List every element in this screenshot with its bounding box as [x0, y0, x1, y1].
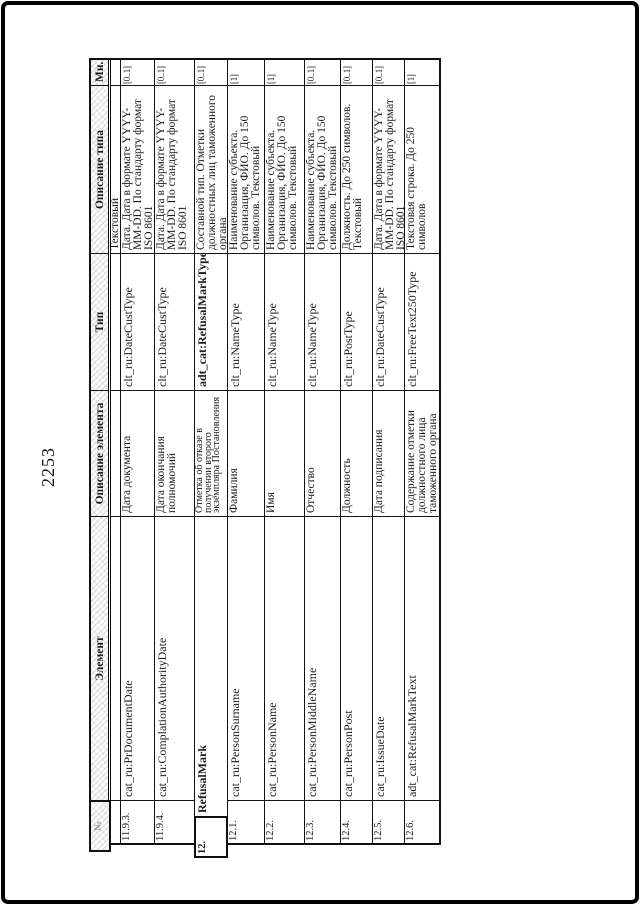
cell-num: 12.3. [305, 800, 340, 843]
cell-type: clt_ru:DateCustType [373, 253, 404, 390]
table-row: 11.9.3. cat_ru:PrDocumentDate Дата докумен… [121, 60, 155, 843]
cell-element: cat_ru:PrDocumentDate [121, 516, 154, 800]
cell-element-desc: Дата документа [121, 390, 154, 516]
cell-element-desc: Имя [265, 390, 304, 516]
cell-element: cat_ru:PersonName [265, 516, 304, 800]
cell-mult: [1] [406, 74, 416, 84]
cell-type-desc: Наименование субъекта. Организация, ФИО.… [305, 85, 340, 253]
cell-num-outdent: 12. [194, 816, 228, 858]
cell-type: clt_ru:NameType [305, 253, 340, 390]
cell-element-desc: Отчество [305, 390, 340, 516]
table-row: 12.3. cat_ru:PersonMiddleName Отчество clt_… [305, 60, 341, 843]
cell-element: cat_ru:PersonSurname [228, 516, 264, 800]
cell-type-desc: Дата. Дата в формате YYYY-MM-DD. По стан… [121, 85, 154, 253]
cell-element: RefusalMark [195, 516, 227, 816]
cell-mult: [0..1] [122, 66, 132, 84]
table-row: 12.1. cat_ru:PersonSurname Фамилия clt_ru:N… [228, 60, 265, 843]
header-element: Элемент [91, 516, 108, 800]
table-row: 11.9.4. cat_ru:ComplationAuthorityDate Дат… [155, 60, 195, 843]
cell-mult: [1] [229, 74, 239, 84]
cell-element-desc: Дата окончания полномочий [155, 390, 194, 516]
schema-table: № Элемент Описание элемента Тип Описание… [89, 58, 441, 858]
cell-num: 12.2. [265, 800, 304, 843]
cell-element: adt_cat:RefusalMarkText [405, 516, 441, 800]
table-row: 12.5. cat_ru:IssueDate Дата подписания clt_… [373, 60, 405, 843]
cell-mult: [0..1] [156, 66, 166, 84]
cell-type: clt_ru:NameType [265, 253, 304, 390]
table-row: 12.6. adt_cat:RefusalMarkText Содержание о… [405, 60, 441, 843]
cell-mult: [1] [266, 74, 276, 84]
cell-element-desc: Фамилия [228, 390, 264, 516]
cell-num [111, 800, 120, 843]
cell-mult: [0..1] [342, 66, 352, 84]
cell-element: cat_ru:ComplationAuthorityDate [155, 516, 194, 800]
header-type-desc: Описание типа [91, 85, 108, 253]
cell-type-desc: Наименование субъекта. Организация, ФИО.… [265, 85, 304, 253]
cell-type: clt_ru:FreeText250Type [405, 253, 441, 390]
cell-num: 12.4. [341, 800, 372, 843]
cell-element-desc: Дата подписания [373, 390, 404, 516]
cell-element [111, 516, 120, 800]
cell-type-desc: Текстовая строка. До 250 символов [405, 85, 441, 253]
cell-element-desc: Содержание отметки должностного лица там… [405, 390, 441, 516]
cell-type-desc: Дата. Дата в формате YYYY-MM-DD. По стан… [373, 85, 404, 253]
cell-type-desc: Должность. До 250 символов. Текстовый [341, 85, 372, 253]
cell-element-desc: Отметка об отказе в получении второго эк… [195, 390, 227, 516]
cell-mult: [0..1] [306, 66, 316, 84]
cell-mult: [0..1] [374, 66, 384, 84]
rotated-table-wrapper: № Элемент Описание элемента Тип Описание… [89, 58, 441, 858]
header-element-desc: Описание элемента [91, 390, 108, 516]
cell-type-desc: Составной тип. Отметки должностных лиц т… [195, 85, 227, 253]
cell-num: 11.9.4. [155, 800, 194, 843]
cell-type-desc: Текстовый [111, 85, 120, 253]
cell-element: cat_ru:IssueDate [373, 516, 404, 800]
header-num: № [89, 800, 111, 852]
table-header-row: № Элемент Описание элемента Тип Описание… [89, 60, 111, 852]
cell-type [111, 253, 120, 390]
header-mult: Мн. [91, 60, 108, 85]
cell-element: cat_ru:PersonPost [341, 516, 372, 800]
cell-num: 11.9.3. [121, 800, 154, 843]
continuation-row: Текстовый [111, 60, 121, 843]
cell-type: clt_ru:DateCustType [121, 253, 154, 390]
page-number: 2253 [38, 447, 58, 487]
cell-element: cat_ru:PersonMiddleName [305, 516, 340, 800]
table-row: 12. RefusalMark Отметка об отказе в получе… [194, 60, 228, 858]
cell-type: clt_ru:NameType [228, 253, 264, 390]
cell-num: 12.5. [373, 800, 404, 843]
cell-element-desc: Должность [341, 390, 372, 516]
cell-element-desc [111, 390, 120, 516]
cell-num: 12.6. [405, 800, 441, 843]
header-num-outdent-cell: № [89, 800, 111, 852]
header-type: Тип [91, 253, 108, 390]
cell-mult: [0..1] [196, 66, 206, 84]
cell-type-desc: Дата. Дата в формате YYYY-MM-DD. По стан… [155, 85, 194, 253]
table-row: 12.4. cat_ru:PersonPost Должность clt_ru:Po… [341, 60, 373, 843]
cell-type-desc: Наименование субъекта. Организация, ФИО.… [228, 85, 264, 253]
cell-type: adt_cat:RefusalMarkType [195, 253, 227, 390]
table-row: 12.2. cat_ru:PersonName Имя clt_ru:NameType… [265, 60, 305, 843]
cell-type: clt_ru:DateCustType [155, 253, 194, 390]
cell-mult [111, 60, 120, 85]
header-num-label: № [93, 820, 104, 832]
cell-type: clt_ru:PostType [341, 253, 372, 390]
cell-num: 12.1. [228, 800, 264, 843]
